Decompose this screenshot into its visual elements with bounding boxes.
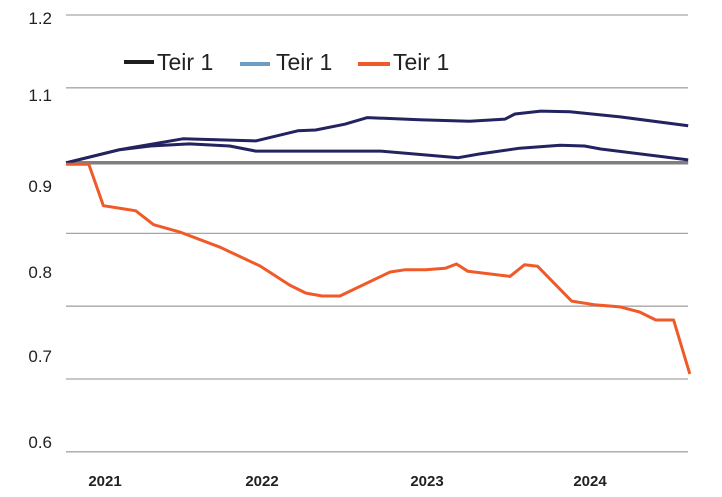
y-tick-label: 1.2 xyxy=(28,9,52,28)
x-tick-label: 2024 xyxy=(573,473,607,490)
gridlines xyxy=(66,14,688,453)
legend-label: Teir 1 xyxy=(276,49,332,75)
y-tick-label: 0.6 xyxy=(28,433,52,452)
series-line-navy-lower xyxy=(65,142,689,165)
series-lines xyxy=(65,109,692,375)
legend: Teir 1 Teir 1 Teir 1 xyxy=(124,49,449,75)
x-tick-label: 2023 xyxy=(410,473,443,490)
y-tick-label: 1.1 xyxy=(28,86,52,105)
x-axis: 2021 2022 2023 2024 xyxy=(88,473,607,490)
x-tick-label: 2022 xyxy=(245,473,278,490)
y-axis: 1.2 1.1 0.9 0.8 0.7 0.6 xyxy=(28,9,52,452)
y-tick-label: 0.9 xyxy=(28,177,52,196)
series-line-orange xyxy=(66,162,692,375)
x-tick-label: 2021 xyxy=(88,473,121,490)
legend-label: Teir 1 xyxy=(157,49,213,75)
y-tick-label: 0.8 xyxy=(28,263,52,282)
series-line-navy-upper xyxy=(65,109,689,165)
y-tick-label: 0.7 xyxy=(28,347,52,366)
legend-label: Teir 1 xyxy=(393,49,449,75)
